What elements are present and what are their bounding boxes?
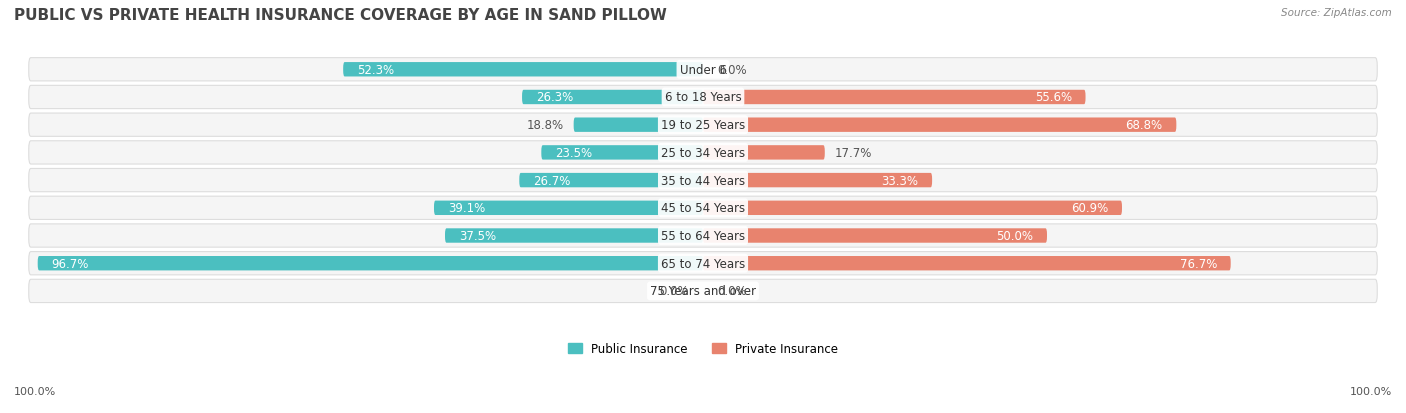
Text: 18.8%: 18.8% <box>526 119 564 132</box>
Text: 0.0%: 0.0% <box>659 285 689 298</box>
Text: 52.3%: 52.3% <box>357 64 394 76</box>
FancyBboxPatch shape <box>522 90 703 105</box>
FancyBboxPatch shape <box>703 146 825 160</box>
Text: 100.0%: 100.0% <box>14 387 56 396</box>
Text: PUBLIC VS PRIVATE HEALTH INSURANCE COVERAGE BY AGE IN SAND PILLOW: PUBLIC VS PRIVATE HEALTH INSURANCE COVER… <box>14 8 666 23</box>
Text: 0.0%: 0.0% <box>717 285 747 298</box>
FancyBboxPatch shape <box>574 118 703 133</box>
Text: Under 6: Under 6 <box>679 64 727 76</box>
Text: 26.7%: 26.7% <box>533 174 571 187</box>
FancyBboxPatch shape <box>541 146 703 160</box>
Text: Source: ZipAtlas.com: Source: ZipAtlas.com <box>1281 8 1392 18</box>
FancyBboxPatch shape <box>28 224 1378 247</box>
FancyBboxPatch shape <box>28 169 1378 192</box>
Text: 76.7%: 76.7% <box>1180 257 1218 270</box>
FancyBboxPatch shape <box>703 256 1230 271</box>
FancyBboxPatch shape <box>703 90 1085 105</box>
FancyBboxPatch shape <box>703 118 1177 133</box>
Text: 6 to 18 Years: 6 to 18 Years <box>665 91 741 104</box>
Text: 37.5%: 37.5% <box>458 230 496 242</box>
Text: 19 to 25 Years: 19 to 25 Years <box>661 119 745 132</box>
Text: 50.0%: 50.0% <box>997 230 1033 242</box>
FancyBboxPatch shape <box>434 201 703 216</box>
Text: 65 to 74 Years: 65 to 74 Years <box>661 257 745 270</box>
Text: 0.0%: 0.0% <box>717 64 747 76</box>
FancyBboxPatch shape <box>28 197 1378 220</box>
FancyBboxPatch shape <box>28 280 1378 303</box>
Text: 60.9%: 60.9% <box>1071 202 1108 215</box>
Text: 35 to 44 Years: 35 to 44 Years <box>661 174 745 187</box>
FancyBboxPatch shape <box>28 252 1378 275</box>
Text: 25 to 34 Years: 25 to 34 Years <box>661 147 745 159</box>
FancyBboxPatch shape <box>703 201 1122 216</box>
FancyBboxPatch shape <box>28 141 1378 165</box>
Text: 17.7%: 17.7% <box>835 147 873 159</box>
Text: 75 Years and over: 75 Years and over <box>650 285 756 298</box>
FancyBboxPatch shape <box>703 173 932 188</box>
Text: 45 to 54 Years: 45 to 54 Years <box>661 202 745 215</box>
Text: 39.1%: 39.1% <box>447 202 485 215</box>
FancyBboxPatch shape <box>446 229 703 243</box>
Text: 23.5%: 23.5% <box>555 147 592 159</box>
FancyBboxPatch shape <box>28 59 1378 82</box>
FancyBboxPatch shape <box>28 86 1378 109</box>
FancyBboxPatch shape <box>28 114 1378 137</box>
FancyBboxPatch shape <box>343 63 703 77</box>
Text: 55 to 64 Years: 55 to 64 Years <box>661 230 745 242</box>
Text: 96.7%: 96.7% <box>52 257 89 270</box>
Text: 68.8%: 68.8% <box>1125 119 1163 132</box>
FancyBboxPatch shape <box>703 229 1047 243</box>
Text: 55.6%: 55.6% <box>1035 91 1071 104</box>
FancyBboxPatch shape <box>519 173 703 188</box>
Text: 100.0%: 100.0% <box>1350 387 1392 396</box>
Legend: Public Insurance, Private Insurance: Public Insurance, Private Insurance <box>564 337 842 360</box>
Text: 33.3%: 33.3% <box>882 174 918 187</box>
FancyBboxPatch shape <box>38 256 703 271</box>
Text: 26.3%: 26.3% <box>536 91 574 104</box>
